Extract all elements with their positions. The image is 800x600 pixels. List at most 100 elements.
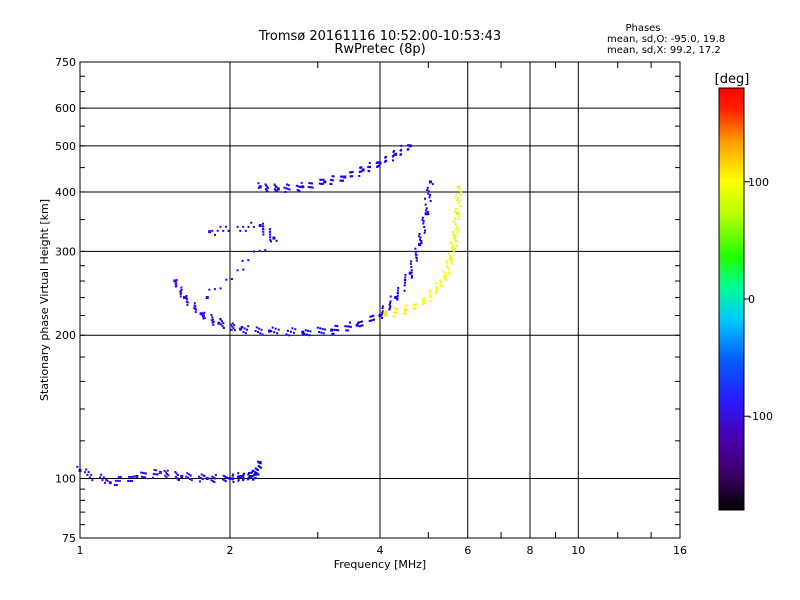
data-point [228,477,232,480]
data-point [273,331,276,334]
data-point [108,481,112,485]
data-point [117,475,120,478]
data-point [370,319,373,322]
data-point [439,279,442,282]
data-point [106,479,109,482]
data-point [431,183,434,186]
data-point [231,325,234,328]
data-point [83,471,86,474]
data-point [266,190,269,193]
data-point [446,261,449,264]
data-point [418,235,421,238]
data-point [247,259,250,262]
data-point [309,330,312,333]
data-point [410,276,413,279]
data-point [219,225,222,228]
data-point [331,175,334,178]
data-point [442,270,445,273]
data-point [457,185,460,189]
data-point [210,314,213,316]
data-point [190,479,193,482]
data-point [378,314,382,317]
data-point [141,475,143,478]
data-point [265,189,268,192]
data-point [395,312,398,315]
data-point [165,476,168,479]
data-point [216,229,219,232]
data-point [453,236,457,240]
y-tick-label: 75 [62,532,76,545]
data-point [186,303,189,306]
data-point [335,329,338,331]
data-point [444,274,447,277]
data-point [135,475,139,478]
data-point [454,196,457,199]
data-point [176,474,179,476]
colorbar-tick-label: -100 [748,410,773,423]
data-point [199,476,202,479]
data-point [208,288,211,291]
data-point [255,326,258,329]
data-point [219,287,222,290]
data-point [454,234,457,237]
data-point [457,196,459,199]
data-point [424,229,426,232]
data-point [343,175,347,179]
y-axis-label: Stationary phase Virtual Height [km] [38,199,51,401]
data-point [269,238,272,241]
data-point [449,256,453,260]
data-point [179,295,182,298]
data-point [208,230,212,234]
data-point [142,476,145,479]
data-point [368,320,371,322]
data-point [305,333,308,336]
data-point [100,473,103,476]
data-point [256,472,259,475]
data-point [394,152,398,156]
data-point [453,251,456,254]
data-point [252,478,255,481]
data-point [101,479,104,482]
data-point [276,187,280,191]
data-point [203,311,206,314]
data-point [262,228,265,231]
data-point [212,480,214,483]
data-point [452,220,455,223]
data-point [176,477,179,480]
data-point [384,310,387,313]
y-tick-label: 600 [55,102,76,115]
data-point [451,263,454,266]
data-point [259,332,262,335]
data-point [381,312,384,314]
data-point [286,187,289,190]
data-point [179,293,182,295]
data-point [202,317,205,320]
data-point [407,148,410,151]
data-point [201,315,204,318]
data-point [198,475,200,478]
data-point [205,296,209,299]
data-point [372,314,375,317]
data-point [152,476,154,479]
data-point [459,193,462,196]
data-point [258,461,262,465]
data-point [458,187,461,190]
data-point [307,186,310,188]
data-point [454,208,457,210]
data-point [288,334,291,337]
data-point [388,307,391,309]
data-point [369,165,372,168]
data-point [236,476,239,479]
data-point [210,319,213,322]
data-point [269,236,272,239]
data-point [258,185,262,189]
data-point [189,474,192,477]
data-point [233,329,236,332]
data-point [334,324,337,327]
data-point [358,321,360,324]
data-point [446,265,448,267]
data-point [381,307,384,310]
data-point [254,329,257,332]
data-point [214,473,217,476]
data-point [342,179,344,182]
